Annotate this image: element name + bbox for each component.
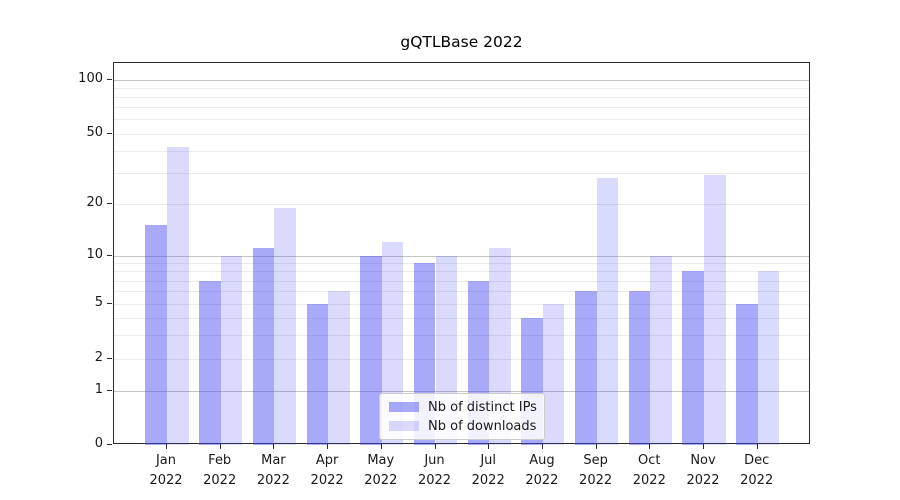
y-tick-label: 10 — [86, 246, 103, 262]
bar-distinct-ips-jan — [145, 225, 167, 445]
x-tick-mark — [380, 444, 382, 449]
x-tick-year: 2022 — [686, 473, 720, 488]
y-tick-mark — [107, 132, 112, 134]
gridline-minor — [114, 107, 809, 109]
gridline-major — [114, 79, 809, 81]
bar-distinct-ips-dec — [736, 304, 758, 445]
bar-downloads-dec — [757, 271, 780, 445]
x-tick-mark — [166, 444, 167, 449]
x-tick-label-feb: Feb 2022 — [188, 451, 252, 491]
x-tick-year: 2022 — [632, 473, 666, 488]
x-tick-label-mar: Mar 2022 — [241, 451, 305, 491]
x-tick-year: 2022 — [417, 473, 452, 488]
bar-distinct-ips-feb — [199, 280, 221, 445]
chart-title: gQTLBase 2022 — [400, 33, 523, 51]
x-tick-year: 2022 — [310, 473, 344, 488]
bar-distinct-ips-nov — [682, 271, 704, 445]
x-tick-label-oct: Oct 2022 — [617, 451, 681, 491]
x-tick-mark — [703, 444, 704, 449]
y-tick-label: 20 — [86, 195, 103, 210]
x-tick-year: 2022 — [471, 473, 505, 488]
x-tick-mark — [434, 444, 436, 449]
bar-downloads-sep — [596, 178, 619, 445]
bar-downloads-nov — [704, 175, 726, 445]
gridline-minor — [114, 119, 809, 121]
y-tick-mark — [107, 254, 112, 256]
bar-downloads-apr — [328, 291, 350, 445]
x-tick-label-aug: Aug 2022 — [510, 451, 574, 491]
x-tick-label-nov: Nov 2022 — [671, 451, 735, 491]
x-tick-year: 2022 — [740, 473, 774, 488]
x-tick-label-apr: Apr 2022 — [295, 451, 359, 491]
x-tick-label-jun: Jun 2022 — [403, 451, 467, 491]
x-tick-year: 2022 — [364, 473, 398, 488]
y-tick-mark — [107, 78, 112, 80]
y-tick-label: 2 — [94, 350, 103, 366]
y-tick-mark — [107, 390, 112, 391]
bar-distinct-ips-sep — [575, 291, 597, 445]
y-tick-label: 0 — [94, 436, 103, 451]
legend: Nb of distinct IPs Nb of downloads — [379, 393, 545, 440]
x-tick-year: 2022 — [203, 473, 237, 488]
gridline-minor — [114, 359, 809, 361]
x-tick-year: 2022 — [525, 473, 559, 488]
gridline-minor — [114, 87, 809, 89]
bar-distinct-ips-apr — [306, 304, 329, 445]
gridline-minor — [114, 262, 809, 264]
x-tick-year: 2022 — [256, 473, 290, 488]
gridline-minor — [114, 317, 809, 319]
bar-distinct-ips-oct — [628, 291, 651, 445]
y-tick-mark — [107, 358, 112, 360]
x-tick-mark — [649, 444, 651, 449]
plot-area: Nb of distinct IPs Nb of downloads — [113, 62, 810, 445]
x-tick-label-jan: Jan 2022 — [134, 451, 198, 491]
y-tick-mark — [107, 303, 112, 305]
gridline-minor — [114, 334, 809, 336]
x-tick-mark — [595, 444, 597, 449]
gridline-major — [114, 391, 809, 392]
gridline-minor — [114, 150, 809, 152]
x-tick-label-dec: Dec 2022 — [725, 451, 789, 491]
x-tick-label-sep: Sep 2022 — [564, 451, 628, 491]
x-tick-label-jul: Jul 2022 — [456, 451, 520, 491]
legend-item-distinct-ips: Nb of distinct IPs — [389, 399, 544, 415]
bar-downloads-oct — [650, 255, 672, 445]
legend-swatch-downloads-icon — [389, 421, 419, 431]
bar-distinct-ips-mar — [252, 248, 275, 445]
bar-downloads-feb — [220, 255, 243, 445]
y-tick-label: 1 — [94, 382, 103, 397]
x-tick-mark — [488, 444, 490, 449]
legend-label-distinct-ips: Nb of distinct IPs — [428, 399, 537, 415]
gridline-minor — [114, 291, 809, 293]
bar-distinct-ips-may — [360, 255, 382, 445]
gridline-minor — [114, 304, 809, 306]
y-tick-label: 100 — [78, 70, 103, 86]
x-tick-mark — [327, 444, 329, 449]
gridline-major — [114, 255, 809, 257]
x-tick-label-may: May 2022 — [349, 451, 413, 491]
x-tick-mark — [219, 444, 221, 449]
gridline-minor — [114, 271, 809, 273]
x-tick-year: 2022 — [579, 473, 613, 488]
x-tick-year: 2022 — [149, 473, 183, 488]
x-tick-mark — [273, 444, 275, 449]
bar-downloads-mar — [274, 207, 296, 445]
legend-label-downloads: Nb of downloads — [428, 418, 537, 434]
gridline-minor — [114, 133, 809, 135]
y-tick-mark — [107, 203, 112, 204]
legend-item-downloads: Nb of downloads — [389, 418, 544, 434]
gridline-minor — [114, 280, 809, 282]
y-tick-label: 50 — [86, 124, 103, 140]
gridline-minor — [114, 97, 809, 99]
gridline-minor — [114, 172, 809, 174]
y-tick-label: 5 — [94, 295, 103, 311]
y-tick-mark — [107, 444, 112, 445]
legend-swatch-distinct-ips-icon — [389, 402, 419, 412]
x-tick-mark — [756, 444, 758, 449]
x-tick-mark — [541, 444, 543, 449]
bar-downloads-aug — [542, 304, 565, 445]
gridline-minor — [114, 204, 809, 205]
bar-downloads-jan — [167, 147, 189, 445]
